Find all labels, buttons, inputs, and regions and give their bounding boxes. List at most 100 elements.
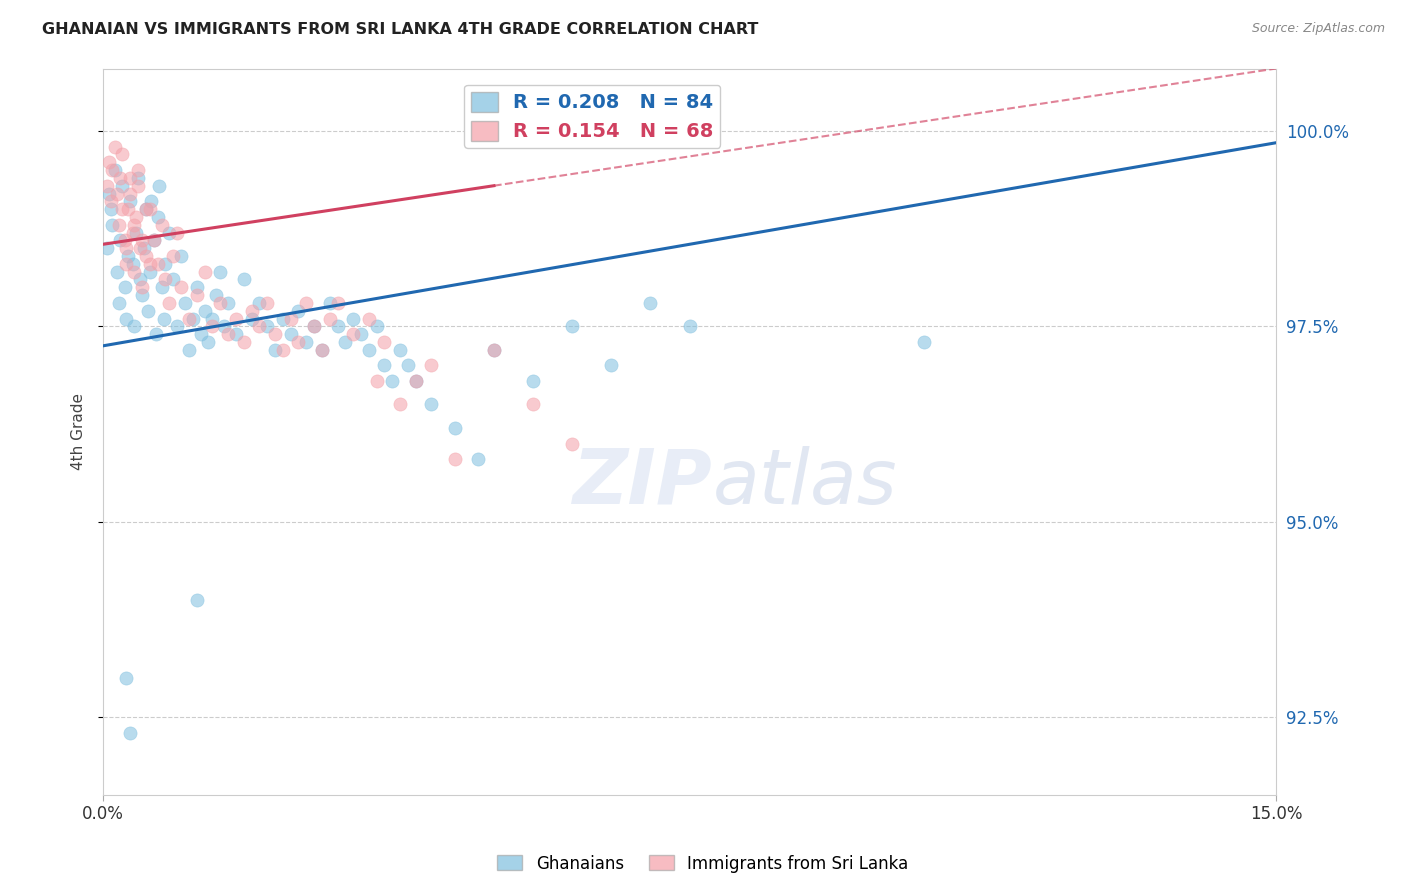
Point	[121, 226, 143, 240]
Point	[141, 194, 163, 209]
Point	[389, 343, 412, 357]
Point	[105, 265, 128, 279]
Point	[111, 202, 134, 216]
Point	[115, 311, 138, 326]
Point	[127, 170, 149, 185]
Point	[561, 319, 583, 334]
Point	[280, 311, 302, 326]
Point	[150, 218, 173, 232]
Point	[166, 226, 188, 240]
Text: GHANAIAN VS IMMIGRANTS FROM SRI LANKA 4TH GRADE CORRELATION CHART: GHANAIAN VS IMMIGRANTS FROM SRI LANKA 4T…	[42, 22, 759, 37]
Point	[232, 334, 254, 349]
Point	[678, 319, 700, 334]
Point	[264, 343, 287, 357]
Point	[225, 327, 247, 342]
Point	[155, 272, 177, 286]
Point	[640, 296, 662, 310]
Point	[177, 311, 200, 326]
Point	[120, 170, 142, 185]
Legend: Ghanaians, Immigrants from Sri Lanka: Ghanaians, Immigrants from Sri Lanka	[491, 848, 915, 880]
Point	[256, 296, 278, 310]
Point	[256, 319, 278, 334]
Point	[247, 319, 270, 334]
Point	[145, 327, 167, 342]
Point	[100, 202, 122, 216]
Point	[295, 296, 318, 310]
Point	[205, 288, 228, 302]
Legend: R = 0.208   N = 84, R = 0.154   N = 68: R = 0.208 N = 84, R = 0.154 N = 68	[464, 85, 720, 148]
Point	[127, 163, 149, 178]
Point	[104, 163, 127, 178]
Point	[131, 288, 153, 302]
Point	[389, 397, 412, 411]
Point	[335, 334, 357, 349]
Point	[600, 359, 623, 373]
Point	[295, 334, 318, 349]
Point	[201, 319, 224, 334]
Point	[302, 319, 325, 334]
Point	[107, 296, 129, 310]
Point	[342, 327, 364, 342]
Point	[522, 374, 544, 388]
Point	[326, 296, 349, 310]
Point	[117, 202, 139, 216]
Point	[444, 421, 467, 435]
Point	[122, 265, 145, 279]
Point	[174, 296, 197, 310]
Point	[111, 147, 134, 161]
Point	[155, 257, 177, 271]
Point	[217, 327, 239, 342]
Point	[131, 280, 153, 294]
Point	[197, 334, 219, 349]
Point	[125, 210, 148, 224]
Point	[357, 311, 380, 326]
Point	[201, 311, 224, 326]
Point	[373, 334, 395, 349]
Point	[108, 170, 131, 185]
Point	[148, 178, 170, 193]
Point	[139, 257, 162, 271]
Point	[125, 226, 148, 240]
Point	[135, 202, 157, 216]
Point	[420, 359, 443, 373]
Point	[467, 452, 489, 467]
Point	[264, 327, 287, 342]
Point	[162, 249, 184, 263]
Point	[115, 241, 138, 255]
Point	[350, 327, 373, 342]
Point	[319, 296, 342, 310]
Point	[135, 202, 157, 216]
Point	[129, 241, 152, 255]
Point	[101, 163, 124, 178]
Point	[120, 194, 142, 209]
Point	[121, 257, 143, 271]
Point	[225, 311, 247, 326]
Point	[366, 319, 388, 334]
Point	[381, 374, 404, 388]
Point	[162, 272, 184, 286]
Point	[212, 319, 235, 334]
Point	[104, 139, 127, 153]
Point	[117, 249, 139, 263]
Point	[405, 374, 427, 388]
Point	[120, 725, 142, 739]
Point	[139, 202, 162, 216]
Point	[186, 288, 208, 302]
Point	[170, 280, 193, 294]
Point	[122, 319, 145, 334]
Point	[142, 233, 165, 247]
Point	[444, 452, 467, 467]
Text: ZIP: ZIP	[574, 446, 713, 520]
Point	[280, 327, 302, 342]
Point	[357, 343, 380, 357]
Point	[302, 319, 325, 334]
Point	[405, 374, 427, 388]
Point	[186, 280, 208, 294]
Point	[115, 671, 138, 685]
Point	[135, 249, 157, 263]
Point	[146, 210, 169, 224]
Y-axis label: 4th Grade: 4th Grade	[72, 393, 86, 470]
Point	[482, 343, 505, 357]
Point	[912, 334, 935, 349]
Point	[108, 233, 131, 247]
